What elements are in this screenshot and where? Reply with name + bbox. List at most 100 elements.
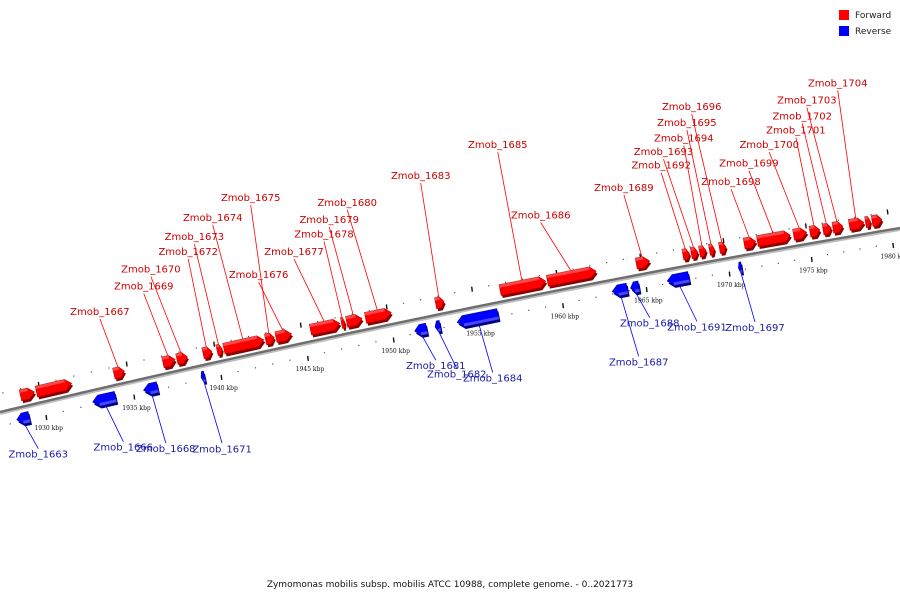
gene-label[interactable]: Zmob_1686 (511, 211, 571, 222)
gene-arrow-body (16, 411, 31, 425)
gene-arrow[interactable] (264, 332, 276, 348)
gene-label[interactable]: Zmob_1677 (264, 247, 324, 258)
gene-label[interactable]: Zmob_1674 (183, 213, 243, 224)
gene-arrow[interactable] (434, 320, 443, 335)
gene-label[interactable]: Zmob_1671 (192, 444, 252, 455)
gene-arrow[interactable] (808, 225, 822, 240)
minor-tick (160, 355, 163, 357)
gene-arrow[interactable] (738, 261, 745, 276)
gene-arrow-body (434, 296, 445, 310)
gene-arrow[interactable] (689, 246, 700, 262)
gene-label[interactable]: Zmob_1700 (739, 140, 799, 151)
gene-arrow[interactable] (274, 329, 293, 345)
gene-arrow[interactable] (545, 266, 598, 289)
gene-label[interactable]: Zmob_1704 (808, 78, 868, 89)
gene-label[interactable]: Zmob_1673 (165, 232, 225, 243)
gene-arrow[interactable] (112, 366, 126, 382)
gene-label[interactable]: Zmob_1663 (9, 450, 69, 461)
gene-arrow[interactable] (847, 217, 866, 233)
gene-arrow[interactable] (666, 271, 692, 288)
gene-label[interactable]: Zmob_1699 (719, 159, 779, 170)
gene-label[interactable]: Zmob_1679 (299, 215, 359, 226)
gene-label[interactable]: Zmob_1682 (427, 370, 487, 381)
gene-arrow[interactable] (630, 280, 642, 296)
gene-label[interactable]: Zmob_1702 (772, 111, 832, 122)
gene-label[interactable]: Zmob_1678 (294, 229, 354, 240)
gene-label[interactable]: Zmob_1694 (654, 134, 714, 145)
gene-arrow[interactable] (792, 227, 809, 243)
gene-label[interactable]: Zmob_1670 (121, 265, 181, 276)
minor-tick (538, 275, 540, 277)
minor-tick (761, 265, 763, 267)
gene-arrow[interactable] (718, 241, 728, 256)
gene-arrow[interactable] (698, 245, 708, 260)
gene-arrow[interactable] (308, 318, 342, 338)
gene-arrow[interactable] (864, 215, 872, 231)
gene-arrow[interactable] (681, 248, 691, 263)
gene-leader-line (620, 295, 640, 357)
gene-label[interactable]: Zmob_1701 (766, 126, 826, 137)
gene-label[interactable]: Zmob_1703 (777, 96, 837, 107)
gene-label[interactable]: Zmob_1675 (221, 193, 281, 204)
gene-label[interactable]: Zmob_1672 (158, 247, 218, 258)
tick-label: 1955 kbp (466, 330, 495, 337)
gene-arrow[interactable] (215, 343, 224, 358)
gene-arrow[interactable] (498, 276, 548, 298)
gene-arrow-body (339, 316, 346, 329)
gene-arrow[interactable] (414, 322, 430, 338)
gene-label[interactable]: Zmob_1684 (463, 374, 523, 385)
gene-arrow-highlight (792, 227, 801, 233)
major-tick (804, 223, 807, 229)
gene-arrow-highlight (99, 399, 117, 406)
gene-arrow[interactable] (831, 221, 845, 236)
gene-label[interactable]: Zmob_1698 (701, 177, 761, 188)
gene-label[interactable]: Zmob_1687 (609, 358, 669, 369)
gene-arrow[interactable] (708, 243, 716, 258)
gene-label[interactable]: Zmob_1692 (631, 161, 691, 172)
tick-label: 1945 kbp (296, 366, 325, 373)
gene-label[interactable]: Zmob_1683 (391, 171, 451, 182)
gene-label[interactable]: Zmob_1697 (725, 323, 785, 334)
gene-arrow[interactable] (175, 352, 189, 368)
backbone (0, 226, 900, 415)
gene-label[interactable]: Zmob_1685 (468, 140, 528, 151)
gene-label[interactable]: Zmob_1680 (317, 198, 377, 209)
gene-arrow[interactable] (16, 411, 32, 427)
gene-arrow[interactable] (364, 308, 393, 326)
gene-label[interactable]: Zmob_1688 (620, 319, 680, 330)
gene-arrow[interactable] (143, 381, 161, 397)
minor-tick (843, 251, 845, 253)
gene-label[interactable]: Zmob_1681 (406, 361, 466, 372)
gene-label[interactable]: Zmob_1696 (662, 102, 722, 113)
gene-arrow[interactable] (434, 296, 446, 312)
gene-label[interactable]: Zmob_1666 (94, 443, 154, 454)
gene-arrow[interactable] (161, 355, 177, 371)
minor-tick (826, 254, 829, 256)
major-tick (722, 238, 725, 244)
gene-label[interactable]: Zmob_1668 (136, 444, 196, 455)
gene-label[interactable]: Zmob_1695 (657, 118, 717, 129)
gene-arrow[interactable] (201, 346, 214, 362)
gene-arrow[interactable] (34, 379, 74, 400)
gene-arrow[interactable] (345, 314, 364, 330)
gene-arrow[interactable] (756, 230, 792, 249)
gene-label[interactable]: Zmob_1689 (594, 183, 654, 194)
gene-label[interactable]: Zmob_1669 (114, 282, 174, 293)
gene-arrow[interactable] (222, 335, 266, 357)
gene-arrow[interactable] (870, 214, 884, 229)
gene-label[interactable]: Zmob_1691 (667, 323, 727, 334)
gene-arrow[interactable] (742, 236, 758, 252)
major-tick (562, 303, 565, 309)
gene-arrow[interactable] (456, 308, 501, 329)
gene-arrow[interactable] (634, 256, 652, 272)
gene-arrow[interactable] (611, 282, 630, 299)
gene-arrow[interactable] (92, 391, 119, 409)
minor-tick (237, 371, 239, 373)
gene-label[interactable]: Zmob_1693 (634, 147, 694, 158)
gene-arrow[interactable] (18, 387, 36, 404)
gene-label[interactable]: Zmob_1667 (70, 307, 130, 318)
gene-arrow[interactable] (339, 316, 347, 331)
gene-arrow[interactable] (200, 370, 208, 385)
gene-label[interactable]: Zmob_1676 (229, 270, 289, 281)
gene-arrow[interactable] (821, 222, 833, 238)
